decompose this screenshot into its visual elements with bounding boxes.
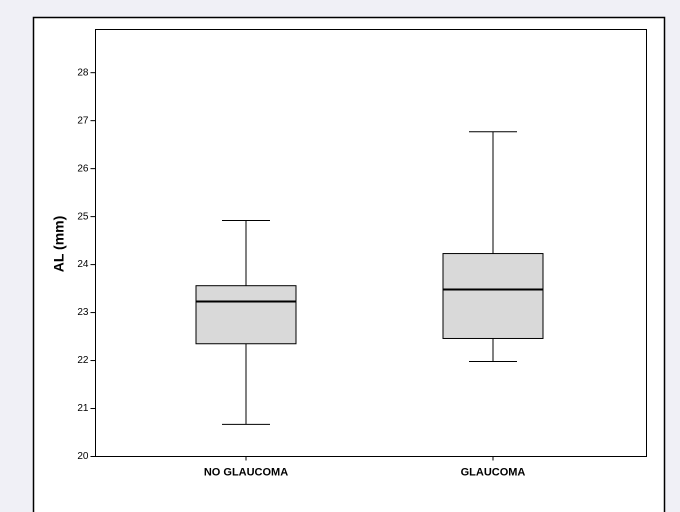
x-tick-label: GLAUCOMA xyxy=(461,466,526,478)
x-tick-label: NO GLAUCOMA xyxy=(204,466,288,478)
y-tick-label: 20 xyxy=(77,451,89,462)
box xyxy=(195,285,297,345)
y-tick-label: 27 xyxy=(77,115,89,126)
y-tick-label: 22 xyxy=(77,355,89,366)
y-tick-label: 21 xyxy=(77,403,89,414)
plot-area xyxy=(95,29,647,457)
box xyxy=(442,253,544,339)
y-tick-label: 28 xyxy=(77,67,89,78)
y-axis-label: AL (mm) xyxy=(51,216,67,273)
y-tick-label: 26 xyxy=(77,163,89,174)
y-tick-label: 25 xyxy=(77,211,89,222)
y-tick-label: 23 xyxy=(77,307,89,318)
y-tick-label: 24 xyxy=(77,259,89,270)
